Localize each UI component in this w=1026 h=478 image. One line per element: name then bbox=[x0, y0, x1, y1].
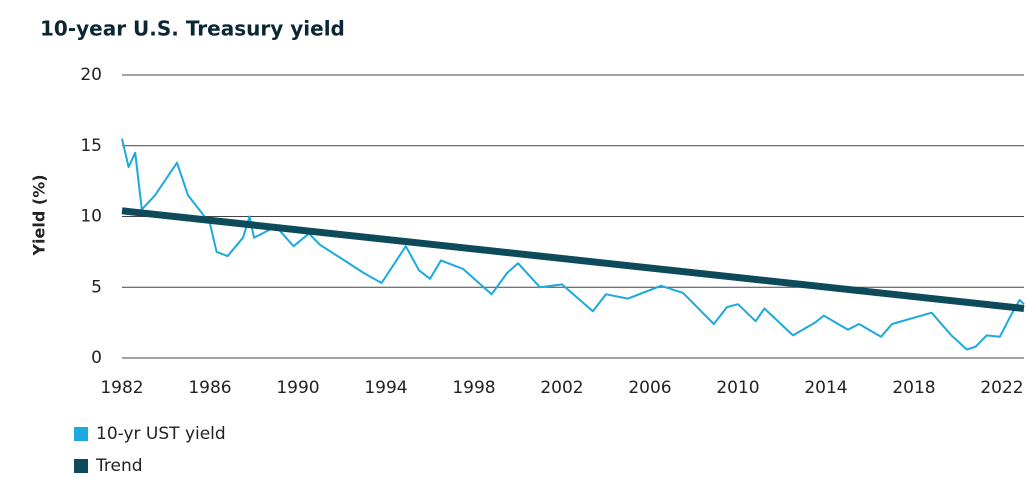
legend-label: 10-yr UST yield bbox=[96, 424, 226, 444]
y-tick-label: 0 bbox=[91, 348, 102, 368]
y-tick-label: 5 bbox=[91, 277, 102, 297]
y-axis-label: Yield (%) bbox=[30, 174, 49, 256]
x-tick-label: 2018 bbox=[892, 378, 935, 398]
x-tick-label: 2014 bbox=[804, 378, 847, 398]
x-tick-label: 2002 bbox=[540, 378, 583, 398]
y-tick-label: 15 bbox=[80, 136, 102, 156]
x-tick-label: 2006 bbox=[628, 378, 671, 398]
x-tick-label: 1998 bbox=[452, 378, 495, 398]
x-tick-label: 2022 bbox=[980, 378, 1023, 398]
x-tick-label: 1982 bbox=[100, 378, 143, 398]
x-tick-label: 2010 bbox=[716, 378, 759, 398]
y-tick-label: 10 bbox=[80, 207, 102, 227]
line-series bbox=[121, 138, 1025, 351]
legend-label: Trend bbox=[95, 456, 143, 476]
chart-title: 10-year U.S. Treasury yield bbox=[40, 17, 345, 41]
legend-swatch bbox=[74, 427, 88, 441]
legend-swatch bbox=[74, 459, 88, 473]
x-tick-label: 1994 bbox=[364, 378, 407, 398]
line-series bbox=[121, 207, 1025, 312]
x-tick-label: 1986 bbox=[188, 378, 231, 398]
x-tick-label: 1990 bbox=[276, 378, 319, 398]
y-tick-label: 20 bbox=[80, 65, 102, 85]
